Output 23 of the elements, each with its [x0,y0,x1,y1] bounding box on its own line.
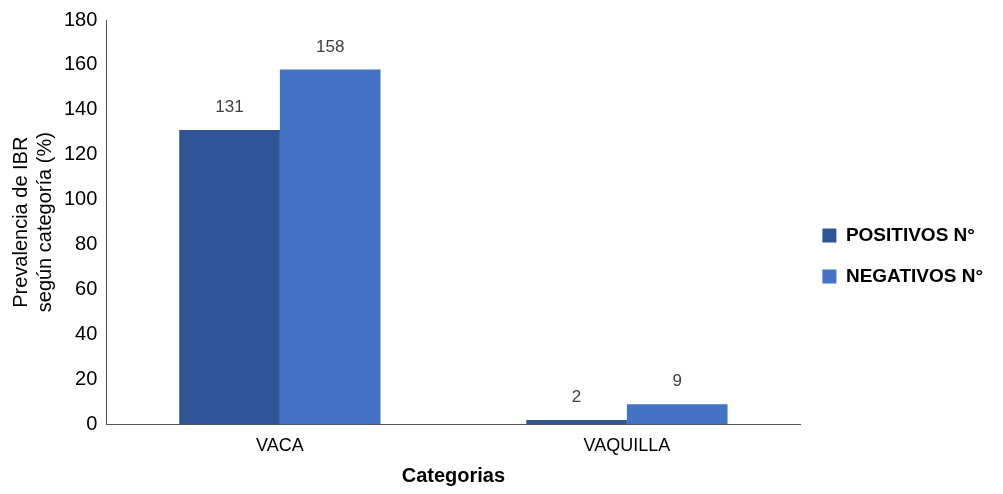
x-tick-label: VACA [256,435,304,456]
x-axis-title: Categorias [401,463,506,486]
y-axis-title: Prevalencia de IBR según categoría (%) [8,132,55,313]
x-tick-label: VAQUILLA [583,435,671,456]
y-tick-label: 80 [75,232,98,255]
y-tick-label: 100 [63,187,98,210]
data-label: 158 [316,36,345,56]
y-tick-label: 20 [75,366,98,389]
y-tick-label: 160 [63,52,98,75]
y-tick-label: 60 [75,277,98,300]
data-label: 2 [571,387,582,407]
legend-label: POSITIVOS N° [845,223,975,245]
y-tick-label: 140 [63,97,98,120]
bar [179,130,280,425]
data-label: 9 [672,371,682,391]
y-tick-label: 180 [63,7,98,30]
legend-label: NEGATIVOS N° [845,264,983,286]
y-tick-label: 0 [86,411,98,434]
y-tick-label: 40 [75,322,98,345]
data-label: 131 [215,97,244,117]
y-tick-label: 120 [63,142,98,165]
bar [279,69,381,425]
bar [626,404,728,425]
